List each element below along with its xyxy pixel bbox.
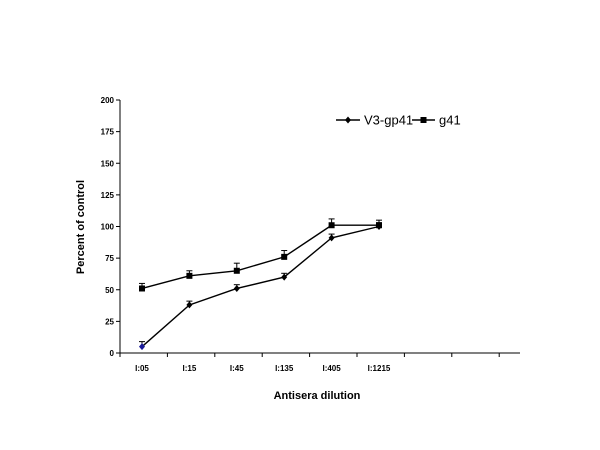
data-point xyxy=(186,301,193,309)
x-ticks: I:05 I:15 I:45 I:135 I:405 I:1215 xyxy=(119,353,500,373)
data-point xyxy=(328,234,335,242)
data-point xyxy=(233,267,240,274)
series-line xyxy=(141,224,379,290)
series-line xyxy=(141,225,380,348)
series-layer xyxy=(139,218,382,351)
data-point xyxy=(376,222,382,229)
y-tick-label: 100 xyxy=(101,223,115,232)
x-axis-title: Antisera dilution xyxy=(274,390,361,402)
legend: V3-gp41 g41 xyxy=(336,113,461,128)
data-point xyxy=(233,284,240,292)
x-tick-label: I:135 xyxy=(275,364,294,373)
legend-item: V3-gp41 xyxy=(336,113,413,128)
series-1 xyxy=(139,218,382,292)
legend-label: g41 xyxy=(439,113,461,128)
y-tick-label: 150 xyxy=(101,159,115,168)
y-tick-label: 75 xyxy=(105,254,114,263)
y-axis-title: Percent of control xyxy=(75,180,87,274)
x-tick-label: I:1215 xyxy=(368,364,391,373)
axes xyxy=(119,100,520,354)
y-tick-label: 0 xyxy=(110,349,115,358)
x-tick-label: I:05 xyxy=(135,364,149,373)
data-point xyxy=(281,273,288,281)
legend-marker xyxy=(345,116,351,124)
y-tick-label: 25 xyxy=(105,317,114,326)
y-tick-label: 200 xyxy=(101,96,115,105)
x-tick-label: I:45 xyxy=(230,364,244,373)
data-point xyxy=(281,253,288,260)
data-point xyxy=(139,285,145,292)
x-tick-label: I:405 xyxy=(322,364,341,373)
y-ticks: 0 25 50 75 100 125 150 175 200 xyxy=(101,96,120,358)
y-tick-label: 50 xyxy=(105,286,114,295)
series-0 xyxy=(139,222,382,351)
data-point xyxy=(139,343,145,351)
data-point xyxy=(328,222,335,229)
data-point xyxy=(186,272,193,279)
legend-item: g41 xyxy=(412,113,461,128)
x-tick-label: I:15 xyxy=(183,364,197,373)
y-tick-label: 125 xyxy=(101,191,115,200)
y-tick-label: 175 xyxy=(101,128,115,137)
legend-label: V3-gp41 xyxy=(364,113,413,128)
legend-marker xyxy=(420,117,427,123)
